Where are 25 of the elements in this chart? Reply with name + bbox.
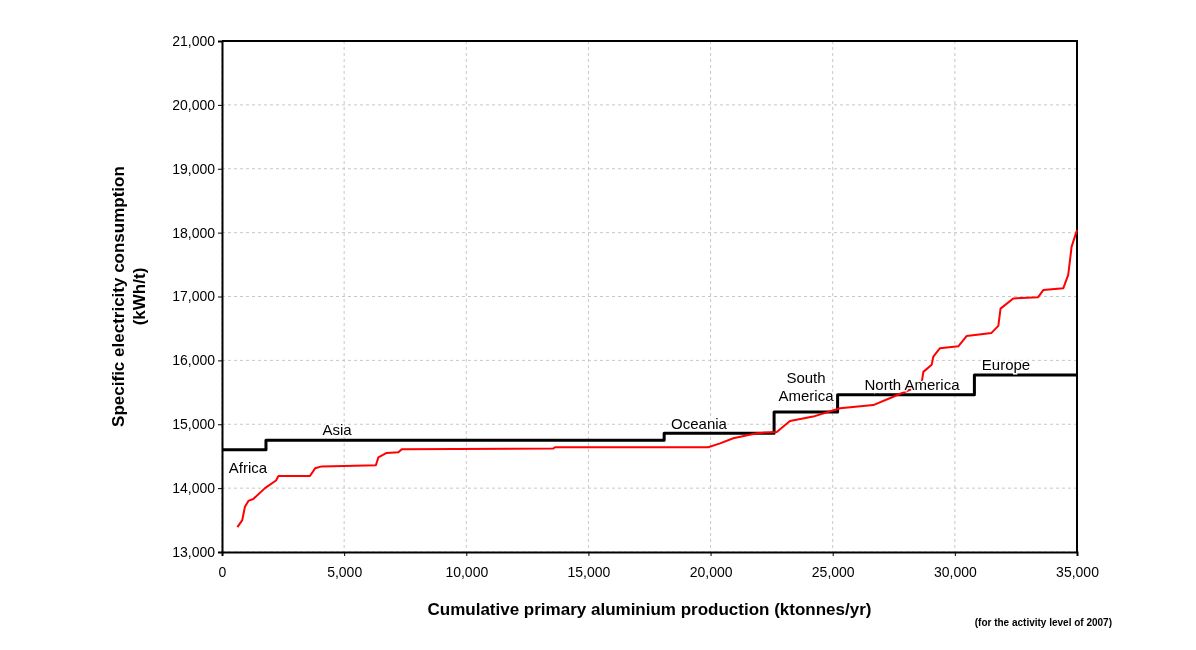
y-tick-label: 21,000 bbox=[172, 32, 216, 49]
x-tick-label: 0 bbox=[218, 564, 227, 581]
y-tick-label: 18,000 bbox=[172, 224, 216, 241]
x-axis-title: Cumulative primary aluminium production (ktonnes/yr) bbox=[427, 600, 872, 619]
y-tick-label: 19,000 bbox=[172, 160, 216, 177]
y-tick-label: 15,000 bbox=[172, 416, 216, 433]
annotation: Europe bbox=[981, 356, 1031, 374]
y-tick-label: 17,000 bbox=[172, 288, 216, 305]
y-tick-label: 16,000 bbox=[172, 352, 216, 369]
annotation: South America bbox=[778, 369, 835, 405]
x-tick-label: 30,000 bbox=[933, 564, 977, 581]
x-tick-label: 20,000 bbox=[689, 564, 733, 581]
x-tick-label: 35,000 bbox=[1056, 564, 1100, 581]
text: (for the activity level of 2007) bbox=[974, 617, 1112, 628]
y-axis-title: Specific electricity consumption (kWh/t) bbox=[109, 166, 150, 427]
y-tick-label: 13,000 bbox=[172, 543, 216, 560]
y-tick-label: 14,000 bbox=[172, 480, 216, 497]
annotation: Asia bbox=[322, 421, 353, 439]
annotation: Oceania bbox=[671, 415, 728, 433]
annotation: Africa bbox=[228, 459, 268, 477]
y-tick-label: 20,000 bbox=[172, 96, 216, 113]
x-tick-label: 25,000 bbox=[811, 564, 855, 581]
x-tick-label: 15,000 bbox=[567, 564, 611, 581]
x-tick-label: 10,000 bbox=[445, 564, 489, 581]
x-tick-label: 5,000 bbox=[327, 564, 363, 581]
